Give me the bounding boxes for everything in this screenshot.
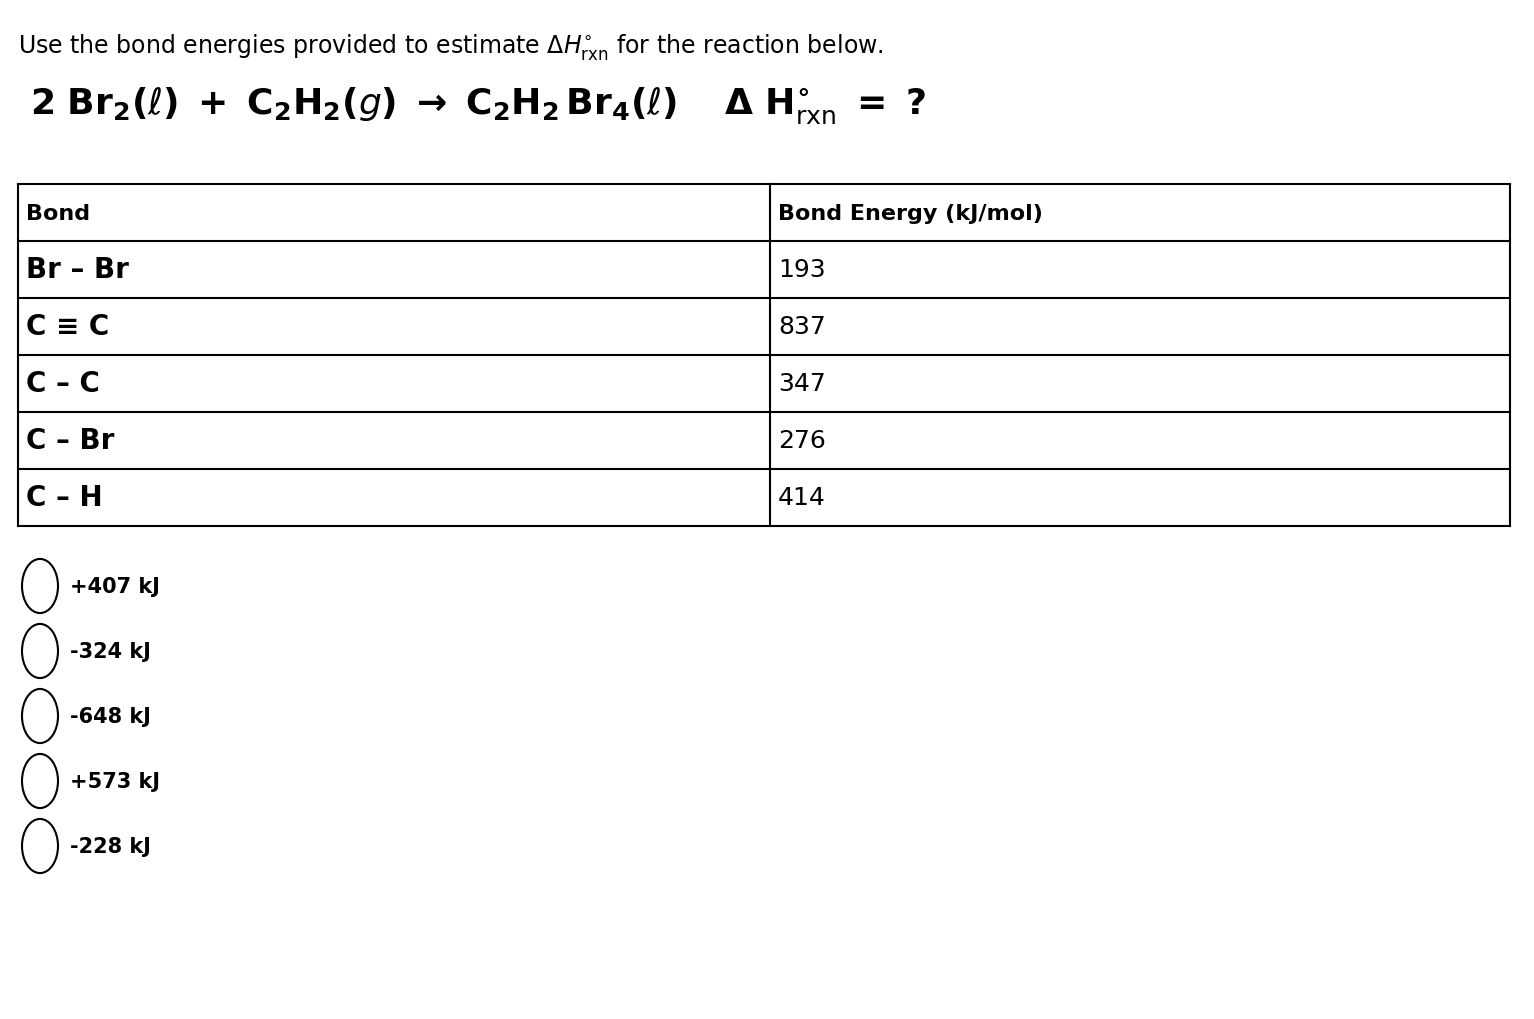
Text: C – C: C – C bbox=[26, 370, 100, 398]
Text: 347: 347 bbox=[778, 372, 825, 396]
Text: 837: 837 bbox=[778, 315, 825, 339]
Text: +407 kJ: +407 kJ bbox=[71, 577, 160, 596]
Text: Bond Energy (kJ/mol): Bond Energy (kJ/mol) bbox=[778, 204, 1043, 223]
Text: -648 kJ: -648 kJ bbox=[71, 706, 150, 727]
Text: -228 kJ: -228 kJ bbox=[71, 837, 150, 856]
Text: C – H: C – H bbox=[26, 484, 103, 512]
Text: C – Br: C – Br bbox=[26, 427, 115, 455]
Text: Use the bond energies provided to estimate $\Delta H_{\mathrm{rxn}}^{\circ}$ for: Use the bond energies provided to estima… bbox=[18, 32, 884, 62]
Text: C ≡ C: C ≡ C bbox=[26, 313, 109, 341]
Text: 414: 414 bbox=[778, 486, 825, 510]
Text: Bond: Bond bbox=[26, 204, 91, 223]
Text: +573 kJ: +573 kJ bbox=[71, 771, 160, 791]
Text: 276: 276 bbox=[778, 429, 825, 453]
Text: $\mathbf{2\ Br_2(}$$\mathit{\ell}$$\mathbf{)\ +\ C_2H_2(}$$\mathit{g}$$\mathbf{): $\mathbf{2\ Br_2(}$$\mathit{\ell}$$\math… bbox=[31, 85, 927, 126]
Text: Br – Br: Br – Br bbox=[26, 256, 129, 284]
Text: 193: 193 bbox=[778, 258, 825, 282]
Text: -324 kJ: -324 kJ bbox=[71, 641, 150, 661]
